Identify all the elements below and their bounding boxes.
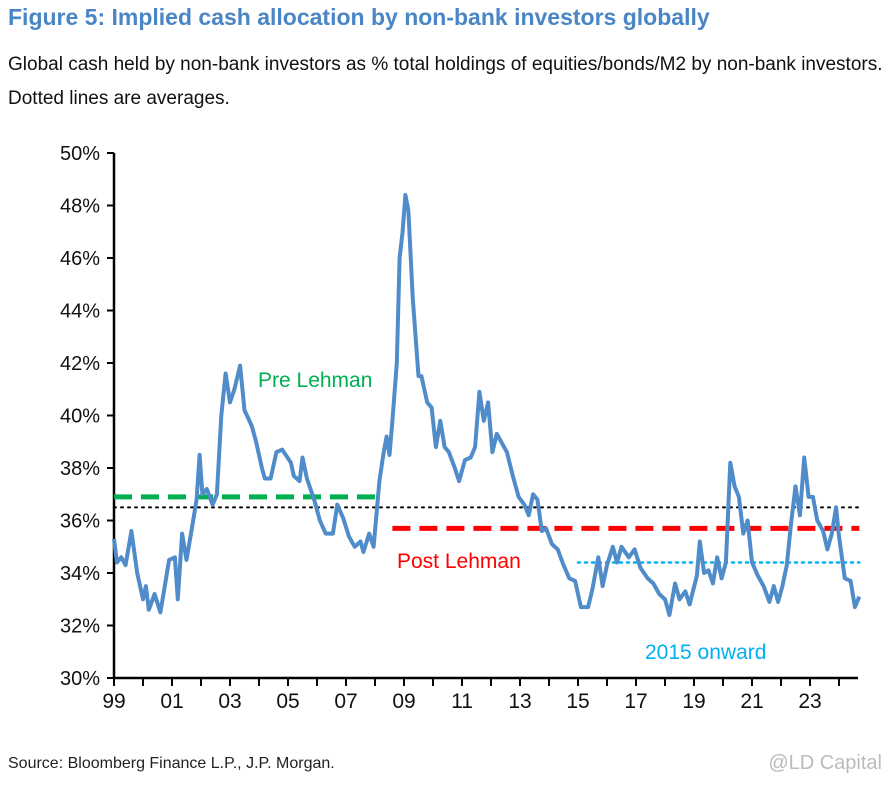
annotation-2015-onward: 2015 onward — [645, 641, 766, 664]
x-tick-label: 11 — [451, 690, 473, 713]
x-tick-label: 23 — [798, 690, 821, 713]
y-tick-label: 30% — [60, 668, 100, 690]
annotation-pre-lehman: Pre Lehman — [258, 369, 372, 392]
y-tick-label: 34% — [60, 563, 100, 585]
y-tick-label: 50% — [60, 143, 100, 165]
x-tick-label: 07 — [334, 690, 357, 713]
x-tick-label: 05 — [276, 690, 299, 713]
source-note: Source: Bloomberg Finance L.P., J.P. Mor… — [8, 755, 335, 772]
y-tick-label: 42% — [60, 353, 100, 375]
annotation-post-lehman: Post Lehman — [397, 550, 521, 573]
series-line-cash-allocation — [112, 193, 862, 617]
y-tick-label: 48% — [60, 196, 100, 218]
watermark: @LD Capital — [768, 752, 882, 774]
x-tick-label: 19 — [682, 690, 705, 713]
figure-subtitle: Global cash held by non-bank investors a… — [8, 54, 883, 109]
y-tick-label: 32% — [60, 616, 100, 638]
y-tick-label: 46% — [60, 248, 100, 270]
x-tick-label: 15 — [566, 690, 589, 713]
x-tick-label: 99 — [102, 690, 125, 713]
y-tick-label: 36% — [60, 511, 100, 533]
figure-title: Figure 5: Implied cash allocation by non… — [8, 4, 710, 30]
y-tick-label: 44% — [60, 301, 100, 323]
x-tick-label: 17 — [624, 690, 647, 713]
x-tick-label: 01 — [160, 690, 183, 713]
x-tick-label: 09 — [392, 690, 415, 713]
x-tick-label: 21 — [740, 690, 763, 713]
x-tick-label: 03 — [218, 690, 241, 713]
x-tick-label: 13 — [508, 690, 531, 713]
y-tick-label: 38% — [60, 458, 100, 480]
y-tick-label: 40% — [60, 406, 100, 428]
